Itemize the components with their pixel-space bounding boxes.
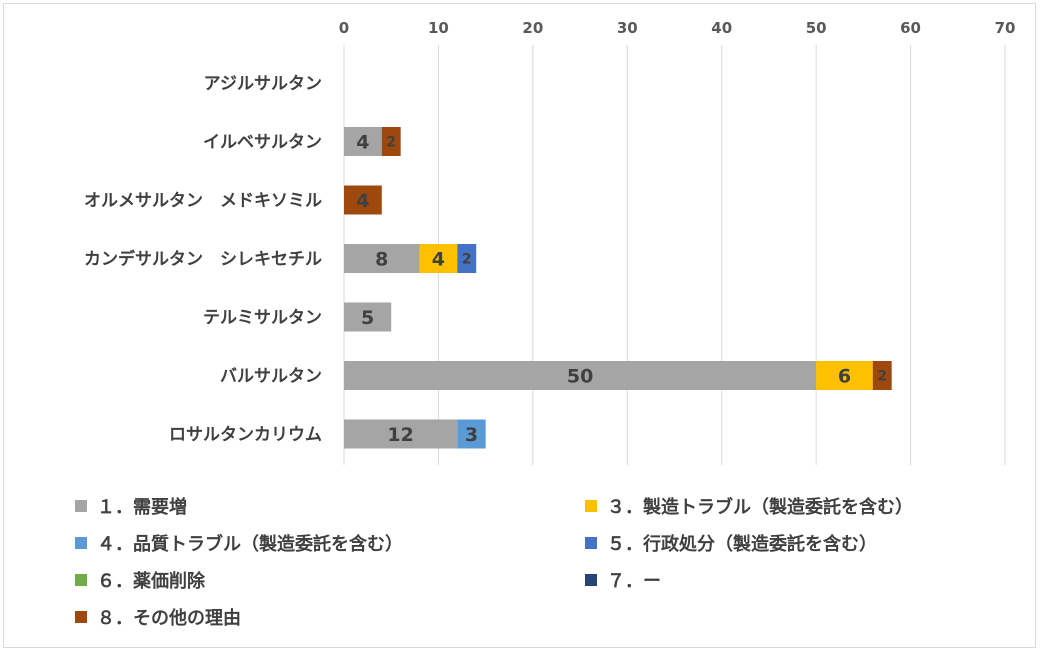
bar-segment	[872, 361, 892, 390]
x-tick-label: 60	[900, 19, 921, 37]
data-labels: 4 2 4 8 4 2 5 50 6 2 12 3	[356, 131, 887, 446]
data-label: 3	[465, 424, 478, 446]
bar-segment	[344, 302, 392, 332]
legend-label: ５．行政処分（製造委託を含む）	[607, 533, 877, 555]
data-label: 8	[375, 248, 388, 270]
data-label: 2	[462, 252, 472, 268]
bar-segment	[344, 127, 382, 156]
x-tick-label: 40	[711, 19, 732, 37]
chart-frame	[3, 3, 1036, 648]
x-tick-label: 20	[522, 19, 543, 37]
legend-swatch	[585, 500, 597, 512]
legend-swatch	[75, 611, 87, 623]
bar-segment	[816, 361, 873, 390]
category-label: バルサルタン	[220, 367, 322, 387]
category-label: ロサルタンカリウム	[169, 425, 322, 445]
data-label: 5	[361, 307, 374, 329]
bar-segment	[419, 244, 458, 273]
data-label: 6	[838, 365, 851, 387]
data-label: 2	[877, 369, 887, 385]
category-label: アジルサルタン	[204, 74, 322, 94]
legend-swatch	[75, 537, 87, 549]
legend-label: ７．ー	[607, 571, 661, 592]
legend-swatch	[585, 574, 597, 586]
legend-label: ６．薬価削除	[97, 570, 206, 592]
x-tick-label: 70	[995, 19, 1016, 37]
data-label: 50	[567, 365, 593, 387]
bar-segment	[457, 244, 477, 273]
gridlines	[343, 45, 1006, 465]
legend-label: ８．その他の理由	[97, 607, 241, 629]
legend: １．需要増 ３．製造トラブル（製造委託を含む） ４．品質トラブル（製造委託を含む） ５…	[75, 496, 913, 629]
legend-label: ４．品質トラブル（製造委託を含む）	[97, 533, 403, 555]
bar-segment	[457, 419, 486, 449]
bar-segment	[344, 419, 458, 449]
x-tick-label: 0	[339, 19, 349, 37]
bar-segment	[344, 244, 420, 273]
category-label: オルメサルタン メドキソミル	[84, 191, 322, 211]
legend-label: ３．製造トラブル（製造委託を含む）	[607, 496, 913, 518]
category-label: テルミサルタン	[203, 308, 322, 328]
data-label: 4	[356, 190, 369, 212]
category-label: カンデサルタン シレキセチル	[84, 249, 322, 270]
category-label: イルベサルタン	[203, 133, 322, 153]
data-label: 4	[432, 248, 445, 270]
x-tick-label: 50	[806, 19, 827, 37]
data-label: 12	[387, 424, 413, 446]
legend-swatch	[75, 574, 87, 586]
x-tick-label: 10	[428, 19, 449, 37]
data-label: 2	[386, 135, 396, 151]
bar-segment	[344, 361, 817, 390]
data-label: 4	[356, 131, 369, 153]
x-axis-ticks: 0 10 20 30 40 50 60 70	[339, 19, 1016, 37]
x-tick-label: 30	[617, 19, 638, 37]
legend-swatch	[585, 537, 597, 549]
bar-segment	[344, 185, 382, 215]
legend-swatch	[75, 500, 87, 512]
legend-label: １．需要増	[97, 496, 187, 518]
bar-segment	[381, 127, 401, 156]
bars	[344, 127, 892, 449]
